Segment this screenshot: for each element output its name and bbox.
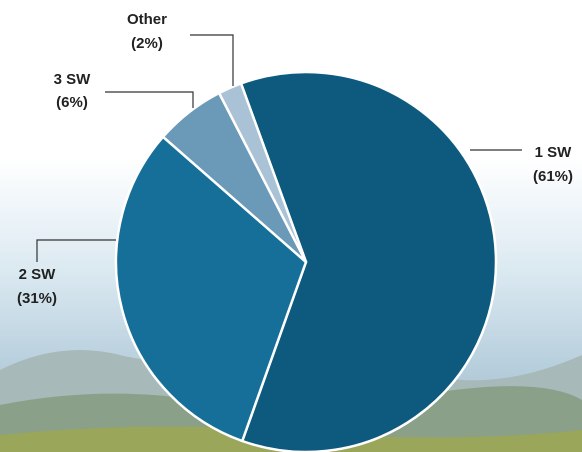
leader-line [36,239,116,262]
slice-label: 2 SW [19,266,57,283]
slice-percent: (31%) [17,290,57,307]
pie-slice [217,81,308,263]
pie-slice [239,70,498,452]
slice-label: 3 SW [54,71,92,88]
slice-percent: (61%) [533,168,573,185]
leader-line [190,34,234,86]
slice-percent: (2%) [131,35,163,52]
pie-slice [114,135,308,443]
slice-label: Other [127,11,167,28]
slice-percent: (6%) [56,94,88,111]
pie [114,70,498,452]
leaders [36,34,522,262]
slice-label: 1 SW [535,144,573,161]
leader-line [105,91,194,108]
